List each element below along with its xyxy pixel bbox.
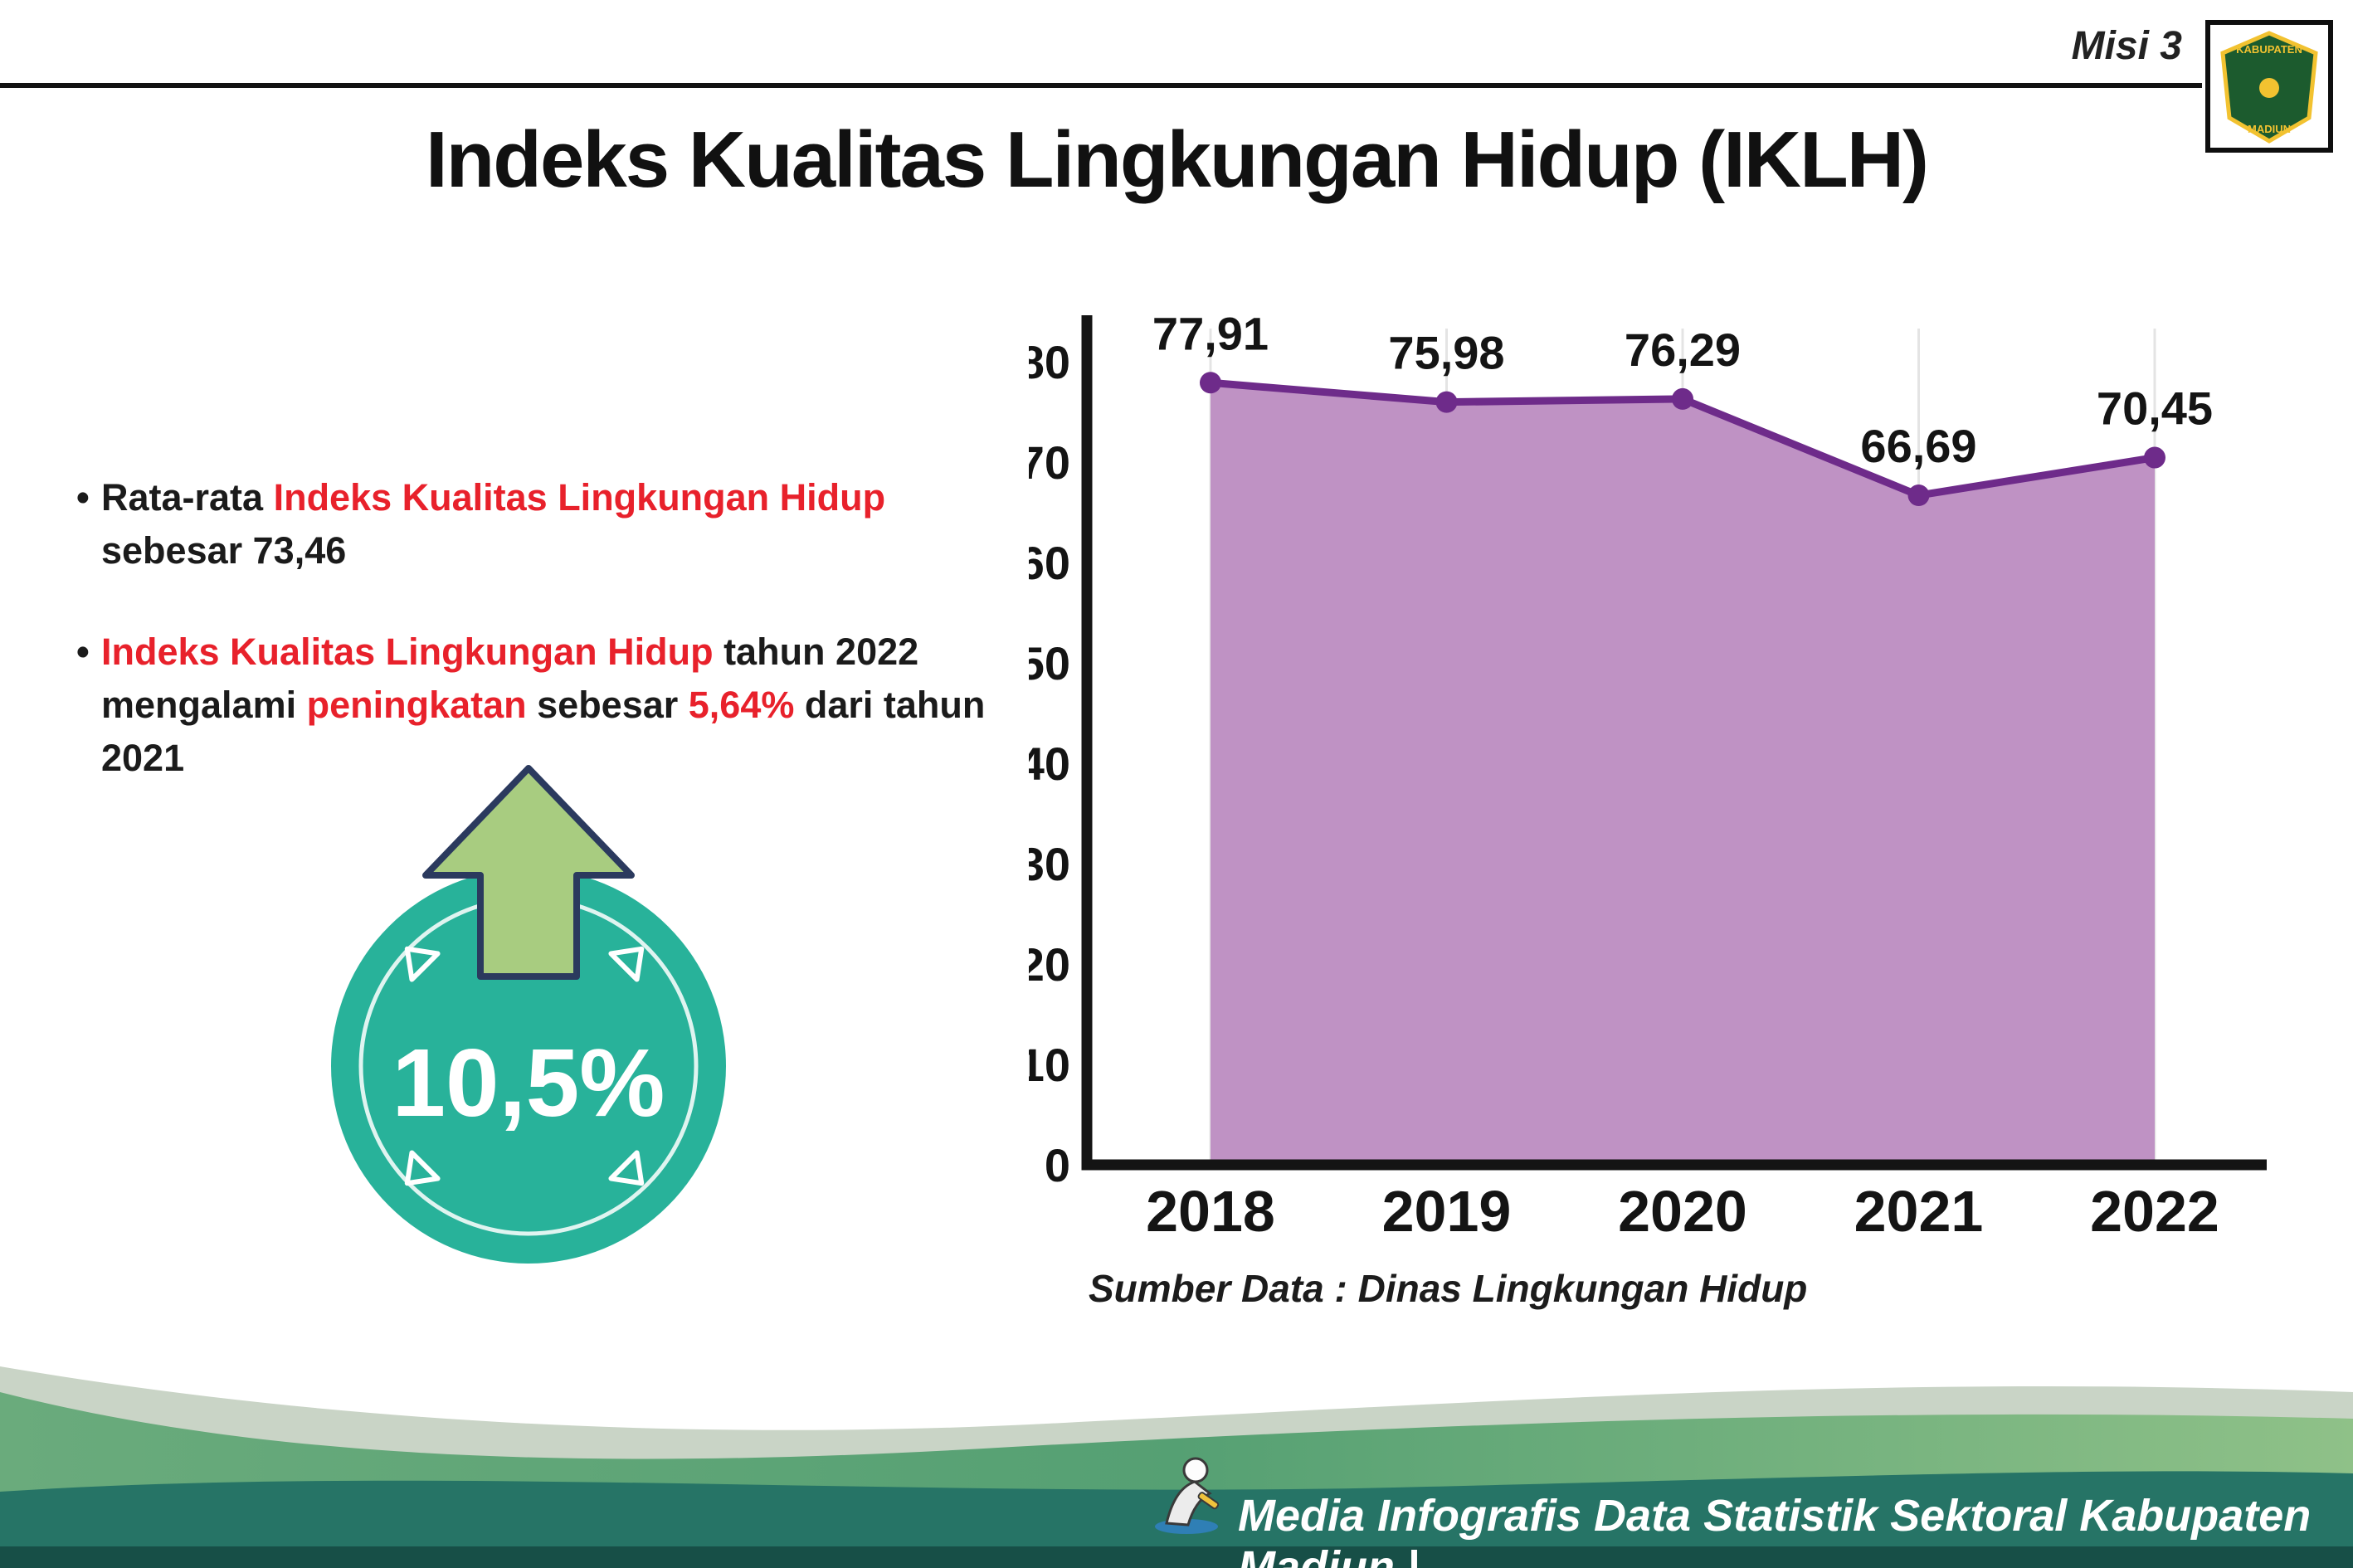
area-fill [1211, 382, 2155, 1165]
value-label: 75,98 [1388, 327, 1504, 379]
value-label: 66,69 [1860, 420, 1976, 472]
bullet2-highlight3: 5,64% [688, 683, 795, 726]
bullet1-highlight: Indeks Kualitas Lingkungan Hidup [273, 476, 886, 519]
bullet2-highlight1: Indeks Kualitas Lingkungan Hidup [101, 630, 714, 673]
triangle-nw-icon [404, 946, 441, 982]
triangle-se-icon [608, 1150, 645, 1186]
value-label: 77,91 [1152, 307, 1269, 359]
bullet-marker: • [76, 630, 90, 673]
y-tick-label: 10 [1029, 1039, 1070, 1091]
up-arrow-icon [422, 765, 635, 980]
y-tick-label: 0 [1045, 1139, 1070, 1191]
y-tick-label: 50 [1029, 637, 1070, 689]
bullet2-text3: dari tahun 2021 [101, 683, 986, 779]
triangle-ne-icon [608, 946, 645, 982]
y-tick-label: 30 [1029, 838, 1070, 890]
bullet2-text2: sebesar [526, 683, 689, 726]
footer-wave-art [0, 1366, 2353, 1568]
x-tick-label: 2021 [1854, 1179, 1984, 1244]
mascot-body [1165, 1480, 1212, 1527]
x-tick-label: 2022 [2090, 1179, 2219, 1244]
growth-badge: 10,5% [317, 751, 748, 1406]
y-tick-label: 70 [1029, 436, 1070, 489]
bullet-average-iklh: • Rata-rata Indeks Kualitas Lingkungan Hi… [76, 471, 1014, 577]
y-tick-label: 20 [1029, 938, 1070, 991]
bullet-increase-2022: • Indeks Kualitas Lingkungan Hidup tahun … [76, 626, 1014, 785]
y-tick-label: 80 [1029, 336, 1070, 388]
kabupaten-madiun-logo: KABUPATEN MADIUN [2205, 20, 2333, 153]
bullet1-post: sebesar 73,46 [101, 528, 347, 572]
crest-icon: KABUPATEN MADIUN [2220, 31, 2318, 144]
data-point [1907, 485, 1930, 507]
misi-label: Misi 3 [2071, 24, 2182, 68]
header-divider-line [0, 83, 2202, 88]
mascot-pencil [1197, 1492, 1220, 1510]
data-point [1435, 391, 1458, 413]
data-point [2144, 446, 2165, 469]
badge-value: 10,5% [392, 1029, 665, 1137]
x-tick-label: 2019 [1382, 1179, 1512, 1244]
value-label: 76,29 [1625, 324, 1741, 376]
value-label: 70,45 [2097, 382, 2213, 435]
crest-line1: KABUPATEN [2236, 43, 2302, 56]
crest-line2: MADIUN [2248, 123, 2291, 135]
x-tick-label: 2018 [1146, 1179, 1275, 1244]
axes [1081, 315, 2267, 1171]
bullet2-text1: tahun 2022 mengalami [101, 630, 919, 726]
page-title: Indeks Kualitas Lingkungan Hidup (IKLH) [425, 115, 1929, 204]
mascot-head [1182, 1457, 1209, 1483]
x-tick-label: 2020 [1618, 1179, 1747, 1244]
bullet-marker: • [76, 476, 90, 519]
footer-credit: Media Infografis Data Statistik Sektoral… [1238, 1491, 2312, 1568]
chart-canvas: 0 10 20 30 40 50 60 70 80 77,91 75,98 76,29 66,69 70,… [1019, 307, 2267, 1244]
y-tick-label: 60 [1029, 537, 1070, 589]
chart-source-note: Sumber Data : Dinas Lingkungan Hidup [1089, 1267, 1808, 1310]
bullet2-highlight2: peningkatan [306, 683, 527, 726]
data-point [1200, 372, 1221, 394]
summary-bullets: • Rata-rata Indeks Kualitas Lingkungan Hi… [76, 471, 1014, 832]
bullet1-pre: Rata-rata [101, 476, 274, 519]
triangle-sw-icon [404, 1150, 441, 1186]
mascot-writer-icon [1155, 1457, 1220, 1534]
data-point [1672, 387, 1693, 410]
growth-badge-graphic: 10,5% [331, 765, 726, 1264]
footer-bottom-strip [0, 1546, 2353, 1568]
y-tick-label: 40 [1029, 738, 1070, 790]
iklh-area-chart: 0 10 20 30 40 50 60 70 80 77,91 75,98 76,29 66,69 70,… [1019, 290, 2353, 1261]
crest-emblem [2259, 78, 2279, 98]
